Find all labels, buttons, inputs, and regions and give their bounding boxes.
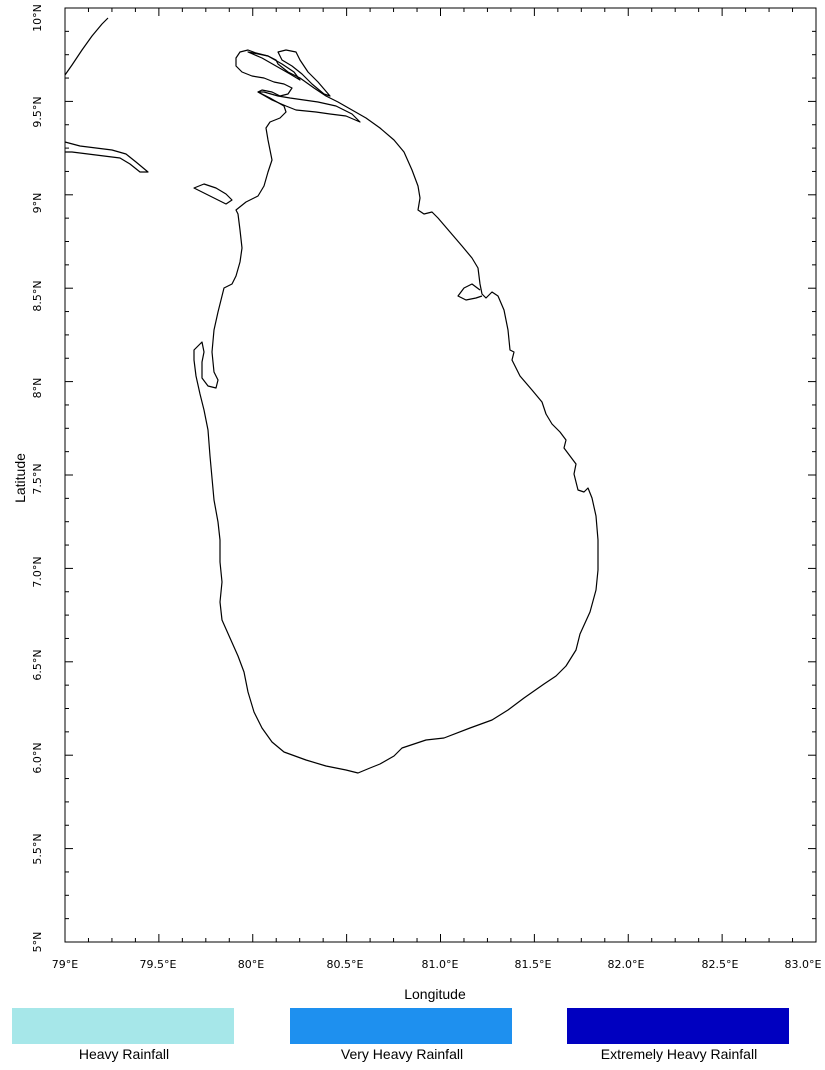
x-tick-labels: 79°E 79.5°E 80°E 80.5°E 81.0°E 81.5°E 82… [52,958,822,971]
y-axis-title: Latitude [12,453,28,503]
legend-swatch-heavy-rainfall [12,1008,234,1044]
kalpitiya-peninsula-tip [193,183,233,205]
legend-item-extremely-heavy-rainfall: Extremely Heavy Rainfall [567,1008,791,1062]
y-tick-label-6.5: 6.5°N [31,649,44,680]
legend-swatch-extremely-heavy-rainfall [567,1008,789,1044]
legend-label-heavy-rainfall: Heavy Rainfall [78,1046,170,1062]
legend-label-very-heavy-rainfall: Very Heavy Rainfall [340,1046,464,1062]
y-tick-label-9: 9°N [31,193,44,214]
sri-lanka-mainland [193,49,599,774]
map-figure: 5°N 5.5°N 6.0°N 6.5°N 7.0°N 7.5°N 8°N 8.… [12,4,822,1002]
legend: Heavy Rainfall Very Heavy Rainfall Extre… [0,1008,825,1070]
x-tick-label-79: 79°E [52,958,78,971]
y-tick-label-5.5: 5.5°N [31,833,44,864]
x-tick-label-82.5: 82.5°E [702,958,739,971]
x-tick-label-81: 81.0°E [422,958,459,971]
legend-item-heavy-rainfall: Heavy Rainfall [12,1008,236,1062]
india-coast-segment-1 [64,17,109,76]
x-tick-label-79.5: 79.5°E [140,958,177,971]
x-tick-label-80.5: 80.5°E [327,958,364,971]
legend-label-extremely-heavy-rainfall: Extremely Heavy Rainfall [600,1046,758,1062]
y-tick-label-7: 7.0°N [31,556,44,587]
x-tick-label-81.5: 81.5°E [515,958,552,971]
trincomalee-bay [457,283,483,301]
y-tick-label-10: 10°N [31,4,44,32]
y-tick-label-5: 5°N [31,932,44,953]
coastline [64,17,599,774]
y-tick-label-8: 8°N [31,378,44,399]
x-tick-label-83: 83.0°E [785,958,822,971]
jaffna-lagoon [277,49,331,97]
legend-swatch-very-heavy-rainfall [290,1008,512,1044]
legend-item-very-heavy-rainfall: Very Heavy Rainfall [290,1008,514,1062]
axis-ticks [64,7,817,943]
jaffna-north-spit [247,51,301,81]
x-tick-label-80: 80°E [238,958,264,971]
y-tick-labels: 5°N 5.5°N 6.0°N 6.5°N 7.0°N 7.5°N 8°N 8.… [31,4,44,952]
y-tick-label-8.5: 8.5°N [31,280,44,311]
x-axis-title: Longitude [404,986,466,1002]
india-coast-segment-2 [64,141,149,173]
y-tick-label-7.5: 7.5°N [31,463,44,494]
plot-frame [64,7,817,943]
mannar-island [257,91,361,123]
y-tick-label-6: 6.0°N [31,742,44,773]
x-tick-label-82: 82.0°E [608,958,645,971]
y-tick-label-9.5: 9.5°N [31,96,44,127]
